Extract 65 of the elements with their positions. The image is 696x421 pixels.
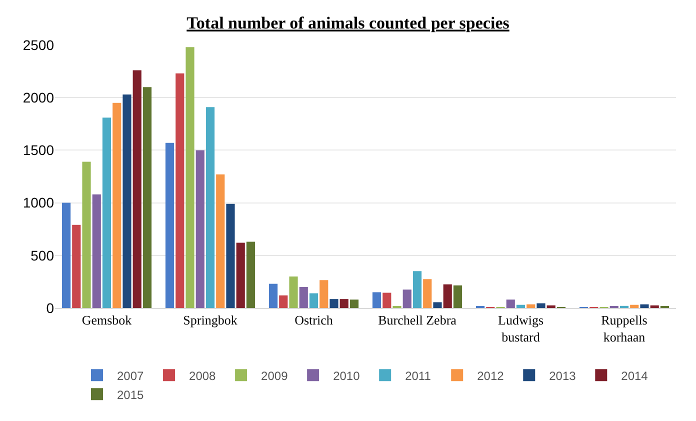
bar <box>62 202 71 308</box>
chart-title: Total number of animals counted per species <box>186 14 510 33</box>
bar <box>176 73 184 308</box>
bar <box>186 47 194 308</box>
bar <box>279 295 288 308</box>
bar <box>546 305 556 308</box>
bar <box>506 300 515 308</box>
bar <box>165 142 174 308</box>
y-tick-label: 500 <box>30 247 54 264</box>
bar <box>372 292 382 308</box>
x-tick-label: Gemsbok <box>82 312 132 328</box>
bar <box>82 162 91 308</box>
bar <box>132 70 142 308</box>
bar <box>268 284 278 308</box>
bar <box>122 94 132 308</box>
bar <box>402 290 412 308</box>
legend-label: 2012 <box>477 368 504 383</box>
legend-label: 2014 <box>621 368 648 383</box>
legend-label: 2009 <box>261 368 288 383</box>
bar <box>112 102 122 308</box>
bar <box>453 285 462 308</box>
x-tick-label: Ruppells korhaan <box>601 312 648 344</box>
bar <box>433 302 442 308</box>
bar <box>340 299 348 308</box>
y-tick-label: 0 <box>46 300 54 316</box>
bar <box>536 303 546 308</box>
bar <box>382 292 392 308</box>
bar <box>640 304 649 308</box>
bar <box>330 299 338 308</box>
bar <box>289 276 298 308</box>
y-tick-label: 1000 <box>22 194 54 211</box>
bar <box>102 118 112 308</box>
bar <box>216 174 225 308</box>
x-tick-label: Burchell Zebra <box>378 312 457 328</box>
bar <box>630 304 639 308</box>
x-tick-label: Ostrich <box>294 312 334 328</box>
bar <box>526 304 536 308</box>
bar <box>299 286 308 308</box>
bar <box>350 300 359 308</box>
bar <box>206 107 215 308</box>
bar <box>650 305 659 308</box>
bar <box>309 293 318 308</box>
legend-label: 2013 <box>549 368 576 383</box>
y-tick-label: 2500 <box>22 36 54 53</box>
bar <box>236 242 245 308</box>
legend-label: 2011 <box>405 368 432 383</box>
x-tick-label: Springbok <box>183 312 238 328</box>
x-tick-label: Ludwigs bustard <box>498 312 544 344</box>
bar <box>72 224 81 308</box>
legend-label: 2010 <box>333 368 360 383</box>
y-tick-label: 2000 <box>22 90 54 106</box>
bar <box>412 271 422 308</box>
legend-label: 2007 <box>117 368 144 383</box>
bar <box>443 284 452 308</box>
y-tick-label: 1500 <box>22 142 54 158</box>
bar <box>320 280 328 308</box>
bar <box>142 87 152 308</box>
bar <box>92 194 101 308</box>
bar <box>196 150 204 308</box>
legend-label: 2008 <box>189 368 216 383</box>
bar <box>226 204 235 308</box>
bar <box>423 279 432 308</box>
bar <box>516 304 526 308</box>
legend-label: 2015 <box>117 388 144 402</box>
bar <box>246 242 256 308</box>
